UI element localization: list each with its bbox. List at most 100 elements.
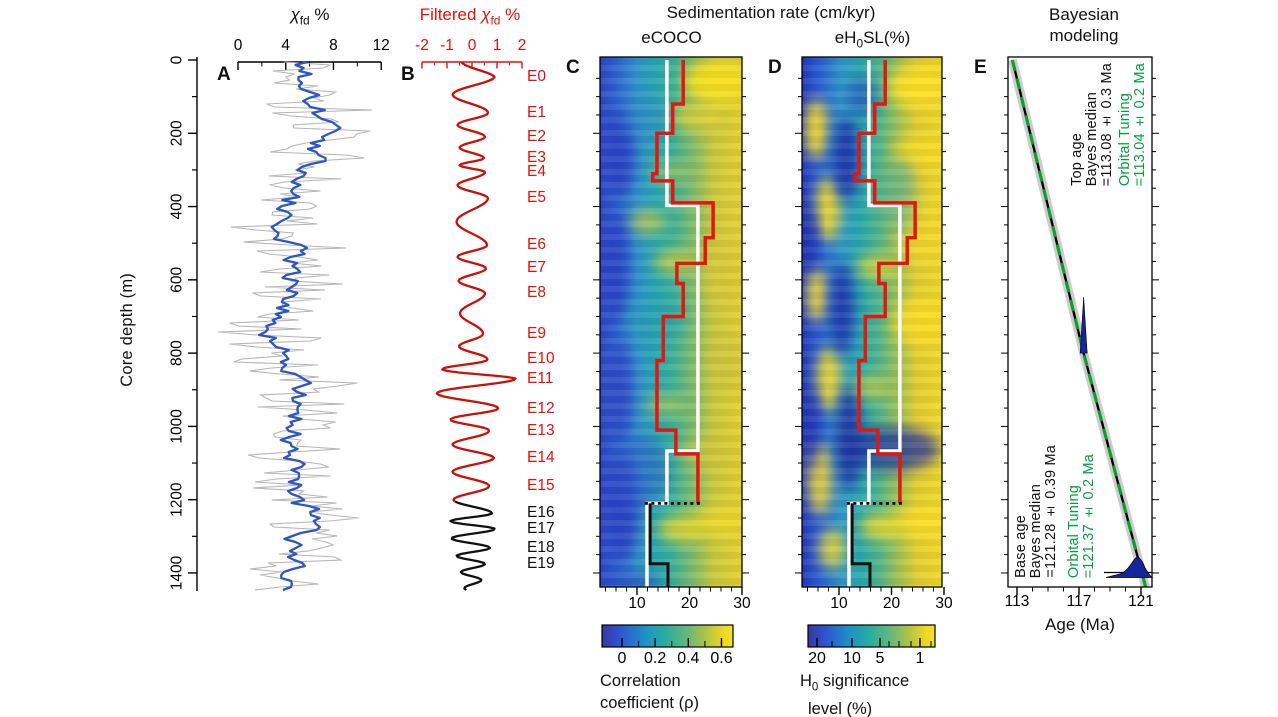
rate-tick-label: 10 [628, 595, 646, 612]
colorbar-correlation-tick-label: 0.6 [710, 650, 732, 667]
panel-e-orbital-tuning-line [1010, 59, 1148, 588]
core-depth-axis-label: Core depth (m) [118, 273, 136, 387]
colorbar-correlation-tick-label: 0.4 [677, 650, 699, 667]
panel-c-black-optimal-line [648, 503, 670, 587]
chi-tick-label: 12 [373, 37, 390, 54]
panel-e-posterior-spike [1079, 297, 1088, 354]
sedimentation-rate-header: Sedimentation rate (cm/kyr) [666, 3, 876, 22]
top-age-orbital-line2: =113.04 ± 0.2 Ma [1132, 62, 1148, 186]
panel-a-title: χfd % [248, 4, 372, 31]
rate-tick-label: 20 [883, 595, 901, 612]
cycle-label-e11: E11 [527, 369, 554, 387]
cycle-label-e2: E2 [527, 127, 546, 145]
top-age-orbital-line1: Orbital Tuning [1117, 92, 1133, 186]
colorbar-significance [807, 624, 936, 648]
panel-e-posterior-density [1105, 557, 1154, 578]
colorbar-c-caption-line1: Correlation [600, 672, 681, 690]
panel-b-title-rest: % [500, 5, 521, 24]
age-tick-label: 113 [1005, 593, 1030, 610]
cycle-label-e8: E8 [527, 284, 546, 302]
base-age-annotation-line1: Base age [1013, 515, 1029, 578]
depth-tick-label: 1200 [169, 482, 186, 517]
rate-tick-label: 20 [681, 595, 699, 612]
panel-d-frame [801, 56, 943, 588]
panel-e-title: Bayesian modeling [1008, 4, 1160, 46]
age-axis-label: Age (Ma) [1045, 615, 1115, 634]
panel-e-frame [1007, 56, 1153, 588]
base-age-annotation-line3: =121.28 ± 0.39 Ma [1043, 445, 1059, 578]
panel-d-red-optimal-line [853, 60, 917, 504]
cycle-label-e17: E17 [527, 519, 555, 537]
cycle-label-e16: E16 [527, 504, 555, 522]
filtered-tick-label: -2 [415, 37, 429, 54]
depth-tick-label: 400 [169, 193, 186, 219]
age-tick-label: 117 [1067, 593, 1092, 610]
cycle-label-e9: E9 [527, 324, 546, 342]
filtered-tick-label: 0 [468, 37, 477, 54]
age-tick-label: 121 [1128, 593, 1154, 610]
colorbar-correlation-tick-label: 0.2 [644, 650, 666, 667]
cycle-label-e1: E1 [527, 104, 546, 122]
depth-tick-label: 800 [169, 340, 186, 366]
chi-tick-label: 8 [329, 37, 338, 54]
cycle-label-e12: E12 [527, 399, 555, 417]
colorbar-correlation-tick-label: 0 [618, 650, 627, 667]
panel-b-filtered-curve-red [435, 61, 517, 503]
top-age-annotation-line1: Top age [1069, 133, 1085, 186]
colorbar-d-caption-line1: H0 significance [800, 672, 910, 694]
cycle-label-e15: E15 [527, 477, 555, 495]
cycle-label-e13: E13 [527, 421, 555, 439]
colorbar-c-caption-line2: coefficient (ρ) [600, 694, 699, 712]
panel-b-title-prefix: Filtered [419, 5, 482, 24]
panel-b-title: Filtered χfd % [392, 4, 548, 31]
panel-a-raw-series [218, 61, 373, 591]
base-age-annotation-line2: Bayes median [1028, 483, 1044, 578]
top-age-annotation-line3: =113.08 ± 0.3 Ma [1099, 62, 1115, 186]
heatmap-ecoco [600, 57, 742, 587]
cycle-label-e3: E3 [527, 149, 546, 167]
rate-tick-label: 10 [830, 595, 848, 612]
base-age-orbital-line2: =121.37 ± 0.2 Ma [1081, 453, 1097, 578]
depth-tick-label: 600 [169, 267, 186, 293]
chi-subscript: fd [490, 13, 501, 28]
chi-symbol: χ [481, 5, 491, 24]
chi-subscript: fd [299, 13, 310, 28]
depth-tick-label: 1000 [169, 409, 186, 444]
chi-symbol: χ [290, 5, 300, 24]
rate-tick-label: 30 [733, 595, 751, 612]
colorbar-d-caption: H0 significance level (%) [800, 670, 909, 717]
filtered-tick-label: 2 [518, 37, 527, 54]
panel-d-subtitle-post: SL(%) [863, 28, 911, 47]
cycle-label-e7: E7 [527, 259, 546, 277]
panel-d-subtitle: eH0SL(%) [802, 27, 943, 54]
top-age-annotation-line2: Bayes median [1084, 91, 1100, 186]
panel-letter-a: A [217, 64, 231, 85]
cycle-label-e19: E19 [527, 555, 555, 573]
panel-e-title-line2: modeling [1049, 26, 1119, 45]
depth-tick-label: 1400 [169, 555, 186, 590]
panel-e-title-line1: Bayesian [1049, 5, 1119, 24]
cycle-label-e6: E6 [527, 236, 546, 254]
colorbar-d-caption-line2: level (%) [808, 700, 873, 717]
panel-b-filtered-curve-black [449, 500, 496, 591]
chi-tick-label: 0 [234, 37, 243, 54]
filtered-tick-label: -1 [440, 37, 454, 54]
rate-tick-label: 30 [935, 595, 953, 612]
colorbar-c-caption: Correlation coefficient (ρ) [600, 670, 699, 714]
heatmap-eh0sl [802, 57, 942, 587]
colorbar-significance-tick-label: 20 [808, 650, 826, 667]
panel-d-subtitle-sub: 0 [856, 36, 864, 51]
panel-d-black-optimal-line [850, 503, 872, 587]
colorbar-correlation [601, 624, 734, 648]
panel-letter-c: C [566, 57, 580, 78]
depth-tick-label: 200 [169, 120, 186, 146]
colorbar-significance-tick-label: 1 [916, 650, 925, 667]
cycle-label-e14: E14 [527, 448, 555, 466]
panel-letter-e: E [974, 57, 987, 78]
filtered-tick-label: 1 [493, 37, 502, 54]
panel-letter-b: B [401, 64, 415, 85]
cycle-label-e10: E10 [527, 349, 555, 367]
cycle-label-e5: E5 [527, 189, 546, 207]
